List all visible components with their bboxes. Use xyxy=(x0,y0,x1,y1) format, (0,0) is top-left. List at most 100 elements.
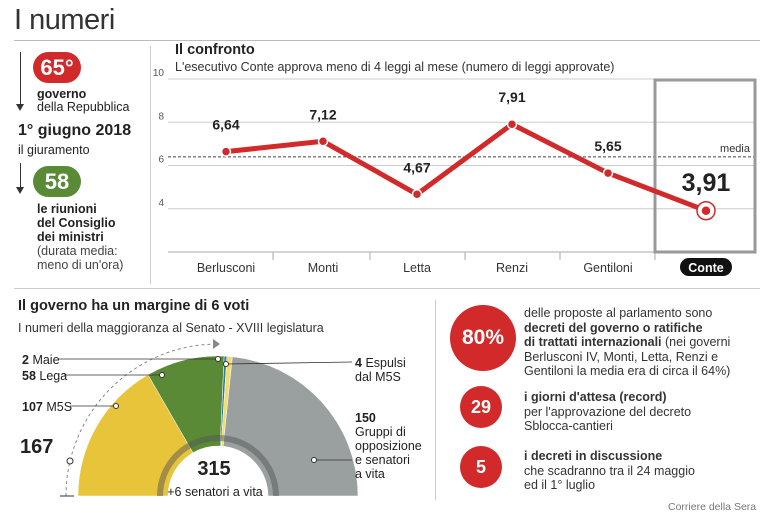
group-label-m5s: 107 M5S xyxy=(22,400,72,414)
data-point xyxy=(506,118,518,130)
meetings-label: le riunioni del Consiglio dei ministri xyxy=(37,202,115,244)
hemicycle-inner-ring xyxy=(157,435,279,497)
senate-total-note: +6 senatori a vita xyxy=(167,485,263,499)
data-line xyxy=(225,121,707,214)
group-name: Maie xyxy=(32,353,60,367)
government-sublabel: della Repubblica xyxy=(37,100,130,114)
majority-marker xyxy=(66,457,74,465)
stat-line-bold: decreti del governo o ratifiche xyxy=(524,320,703,335)
data-label: 6,64 xyxy=(212,117,239,133)
stat-text-decrees: i decreti in discussione che scadranno t… xyxy=(524,449,695,493)
group-line: a vita xyxy=(355,467,385,481)
y-tick-label: 10 xyxy=(153,68,165,79)
group-label-opposition: 150 Gruppi di opposizione e senatori a v… xyxy=(355,411,422,481)
group-line: opposizione xyxy=(355,439,422,453)
x-category-label: Monti xyxy=(308,261,339,275)
stat-line: Gentiloni la media era di circa il 64%) xyxy=(524,364,731,378)
group-number: 150 xyxy=(355,411,376,425)
majority-arc-arrowhead xyxy=(213,339,220,349)
stat-line: delle proposte al parlamento sono xyxy=(524,306,713,320)
government-number-badge: 65° xyxy=(33,52,81,83)
meetings-label-line: dei ministri xyxy=(37,230,104,244)
x-category-label: Gentiloni xyxy=(583,261,632,275)
x-category-label: Berlusconi xyxy=(197,261,255,275)
group-line: e senatori xyxy=(355,453,410,467)
stat-line: Berlusconi IV, Monti, Letta, Renzi e xyxy=(524,349,719,364)
margin-subtitle: I numeri della maggioranza al Senato - X… xyxy=(18,321,324,335)
group-name: Lega xyxy=(39,369,68,383)
stat-circle-decrees: 5 xyxy=(460,446,502,488)
meetings-label-line: le riunioni xyxy=(37,202,97,216)
stat-line: che scadranno tra il 24 maggio xyxy=(524,463,695,478)
hemicycle-segment xyxy=(77,374,194,497)
meetings-note-line: (durata media: xyxy=(37,244,118,258)
data-point xyxy=(220,146,232,157)
section-divider xyxy=(14,288,760,289)
stat-text-days: i giorni d'attesa (record) per l'approva… xyxy=(524,390,691,434)
oath-date: 1° giugno 2018 xyxy=(18,122,132,139)
timeline-arrowhead-1 xyxy=(16,104,24,111)
data-point xyxy=(700,204,712,217)
data-label: 7,12 xyxy=(309,106,336,122)
senate-total: 315 xyxy=(197,458,231,480)
stat-circle-days: 29 xyxy=(460,386,502,428)
stat-line-bold: di trattati internazionali xyxy=(524,335,662,349)
leader-m5s-dot xyxy=(113,403,119,409)
chart-subtitle: L'esecutivo Conte approva meno di 4 legg… xyxy=(175,60,615,74)
data-label: 5,65 xyxy=(594,138,621,154)
y-tick-label: 8 xyxy=(158,111,164,122)
group-label-expelled: 4 Espulsi dal M5S xyxy=(355,356,406,384)
timeline-arrow-line-1 xyxy=(20,52,21,104)
meetings-badge: 58 xyxy=(33,166,81,197)
group-number: 58 xyxy=(22,369,36,383)
stat-line-bold: i decreti in discussione xyxy=(524,449,663,463)
stat-line: (nei governi xyxy=(665,335,731,349)
group-label-maie: 2 Maie xyxy=(22,353,60,367)
group-number: 2 xyxy=(22,353,29,367)
column-divider xyxy=(150,46,151,284)
title-divider xyxy=(14,40,760,41)
stat-circle-bills: 80% xyxy=(450,305,516,371)
data-label: 4,67 xyxy=(403,159,430,175)
data-label: 7,91 xyxy=(498,89,525,105)
bottom-column-divider xyxy=(435,300,436,500)
stat-line-bold: i giorni d'attesa (record) xyxy=(524,390,667,404)
data-point xyxy=(411,189,423,200)
source-credit: Corriere della Sera xyxy=(668,501,757,513)
stat-line: per l'approvazione del decreto xyxy=(524,404,692,419)
timeline-arrow-line-2 xyxy=(20,163,21,187)
conte-category-badge xyxy=(680,258,732,276)
hemicycle-mask xyxy=(60,496,380,518)
stat-line: Sblocca-cantieri xyxy=(524,419,613,433)
conte-highlight-box xyxy=(653,78,757,254)
majority-arc xyxy=(65,343,219,497)
x-category-label: Letta xyxy=(403,261,431,275)
government-label: governo xyxy=(37,87,87,101)
meetings-note: (durata media: meno di un'ora) xyxy=(37,244,123,272)
stat-text-bills: delle proposte al parlamento sono decret… xyxy=(524,306,730,379)
majority-threshold: 167 xyxy=(20,436,54,458)
x-category-label: Conte xyxy=(688,261,723,275)
group-line: Gruppi di xyxy=(355,425,406,439)
hemicycle-segment xyxy=(222,356,359,497)
leader-opposition-dot xyxy=(311,457,317,463)
chart-title: Il confronto xyxy=(175,42,255,58)
leader-expelled xyxy=(225,361,353,365)
stat-line: ed il 1° luglio xyxy=(524,478,596,492)
leader-maie-dot xyxy=(215,356,221,362)
group-name: Espulsi xyxy=(365,356,406,370)
data-label-highlight: 3,91 xyxy=(682,169,731,197)
y-tick-label: 6 xyxy=(158,155,164,166)
group-name-line2: dal M5S xyxy=(355,370,401,384)
meetings-note-line: meno di un'ora) xyxy=(37,258,124,272)
data-point xyxy=(602,167,614,179)
group-number: 4 xyxy=(355,356,362,370)
group-label-lega: 58 Lega xyxy=(22,369,67,383)
leader-lega-dot xyxy=(159,372,165,378)
oath-label: il giuramento xyxy=(18,143,90,157)
timeline-arrowhead-2 xyxy=(16,187,24,194)
group-number: 107 xyxy=(22,400,43,414)
group-name: M5S xyxy=(46,400,73,414)
x-category-label: Renzi xyxy=(496,261,528,275)
